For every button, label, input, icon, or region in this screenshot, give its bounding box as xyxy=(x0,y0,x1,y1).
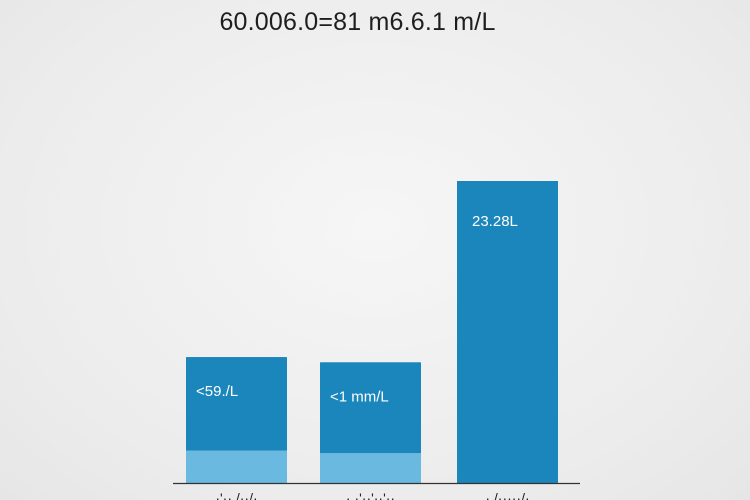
bar-3-top-cap xyxy=(457,181,558,184)
bar-1-segment-2 xyxy=(186,450,287,483)
bar-2-segment-1 xyxy=(320,362,421,454)
bar-2-top-cap xyxy=(320,362,421,366)
x-tick-labels-group: ·'·· /··/· · ·'··'··'·· · /·····/· xyxy=(215,490,529,500)
x-tick-label-2: · ·'··'··'·· xyxy=(346,490,395,500)
bar-2-segment-2 xyxy=(320,453,421,483)
bar-3-value-label: 23.28L xyxy=(472,213,518,230)
bar-2-value-label: <1 mm/L xyxy=(330,388,389,405)
bar-labels-group: <59./L <1 mm/L 23.28L xyxy=(196,213,518,405)
bar-3-segment-1 xyxy=(457,181,558,483)
x-tick-label-1: ·'·· /··/· xyxy=(215,490,257,500)
x-tick-label-3: · /·····/· xyxy=(485,490,529,500)
bar-1-segment-1 xyxy=(186,357,287,451)
chart-title: 60.006.0=81 m6.6.1 m/L xyxy=(219,8,496,36)
bar-1-top-cap xyxy=(186,357,287,361)
bar-1-value-label: <59./L xyxy=(196,383,238,400)
bars-group xyxy=(186,181,558,483)
